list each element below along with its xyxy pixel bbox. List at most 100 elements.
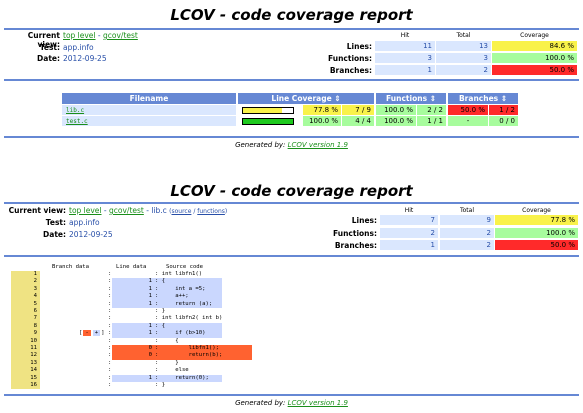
hit-count [112,338,152,345]
line-number: 2 [11,278,40,285]
test-value-source: app.info [69,218,100,227]
source-text: : return(0); [155,375,209,382]
branch-marker: [- +] [79,330,105,337]
listing-rule [4,394,579,396]
source-text: : { [155,338,179,345]
current-view-path-source: top level - gcov/test - lib.c (source / … [69,206,227,215]
lines-total-source: 9 [440,215,494,225]
code-header-line: Line data [116,264,146,270]
branch-column: : [108,352,111,359]
line-number: 4 [11,293,40,300]
line-number: 15 [11,375,40,382]
lines-coverage-source: 77.8 % [495,215,578,225]
source-text: : } [155,308,165,315]
source-text: : { [155,323,165,330]
hit-count [112,360,152,367]
source-text: : int libfn1() [155,271,202,278]
branch-taken: + [93,330,100,336]
branch-column: : [108,271,111,278]
line-number: 8 [11,323,40,330]
hit-count: 1 [112,301,152,308]
hit-header-source: Hit [380,207,438,214]
branch-column: : [108,375,111,382]
date-label-source: Date: [4,230,66,239]
hit-count: 1 [112,286,152,293]
hit-count [112,382,152,389]
total-header-source: Total [440,207,494,214]
line-number: 14 [11,367,40,374]
hit-count: 1 [112,323,152,330]
line-number: 7 [11,315,40,322]
hit-count: 1 [112,375,152,382]
source-view-link[interactable]: source [171,208,191,215]
line-number: 11 [11,345,40,352]
source-text: : } [155,360,179,367]
branches-hit-source: 1 [380,240,438,250]
coverage-header-source: Coverage [495,207,578,214]
branch-not-taken: - [83,330,90,336]
source-text: : return(b); [155,352,222,359]
hit-count: 0 [112,352,152,359]
branch-column: : [108,338,111,345]
hit-count: 1 [112,293,152,300]
functions-hit-source: 2 [380,228,438,238]
source-text: : int a =5; [155,286,206,293]
line-number: 16 [11,382,40,389]
hit-count: 0 [112,345,152,352]
branch-column: : [108,330,111,337]
source-text: : { [155,278,165,285]
source-text: : int libfn2( int b) [155,315,222,322]
info-rule-source [4,255,579,257]
line-number: 3 [11,286,40,293]
branch-column: : [108,278,111,285]
lines-label-source: Lines: [300,216,377,225]
hit-count [112,367,152,374]
line-number: 5 [11,301,40,308]
hit-count [112,271,152,278]
gcov-test-link-source[interactable]: gcov/test [109,206,144,215]
branches-coverage-source: 50.0 % [495,240,578,250]
branch-column: : [108,360,111,367]
functions-view-link[interactable]: functions [197,208,225,215]
line-number: 9 [11,330,40,337]
branch-column: : [108,308,111,315]
branch-column: : [108,301,111,308]
line-number: 12 [11,352,40,359]
branch-column: : [108,345,111,352]
code-header-source: Source code [166,264,203,270]
functions-coverage-source: 100.0 % [495,228,578,238]
branches-label-source: Branches: [300,241,377,250]
page-title-source: LCOV - code coverage report [0,182,583,200]
branch-column: : [108,367,111,374]
date-value-source: 2012-09-25 [69,230,113,239]
lcov-version-link-source[interactable]: LCOV version 1.9 [288,399,348,407]
hit-count: 1 [112,330,152,337]
hit-count [112,315,152,322]
branch-column: : [108,323,111,330]
source-text: : } [155,382,165,389]
functions-label-source: Functions: [300,229,377,238]
line-number: 13 [11,360,40,367]
line-number: 6 [11,308,40,315]
lines-hit-source: 7 [380,215,438,225]
source-text: : else [155,367,189,374]
top-level-link-source[interactable]: top level [69,206,102,215]
source-text: : return (a); [155,301,212,308]
test-label-source: Test: [4,218,66,227]
footer-source: Generated by: LCOV version 1.9 [0,399,583,407]
branch-column: : [108,382,111,389]
code-header-branch: Branch data [52,264,89,270]
source-text: : libfn1(); [155,345,219,352]
functions-total-source: 2 [440,228,494,238]
title-rule-source [4,202,579,204]
branch-column: : [108,286,111,293]
line-number: 1 [11,271,40,278]
current-view-label-source: Current view: [4,206,66,215]
branches-total-source: 2 [440,240,494,250]
source-text: : a++; [155,293,189,300]
line-number: 10 [11,338,40,345]
branch-column: : [108,293,111,300]
branch-column: : [108,315,111,322]
source-text: : if (b>10) [155,330,206,337]
